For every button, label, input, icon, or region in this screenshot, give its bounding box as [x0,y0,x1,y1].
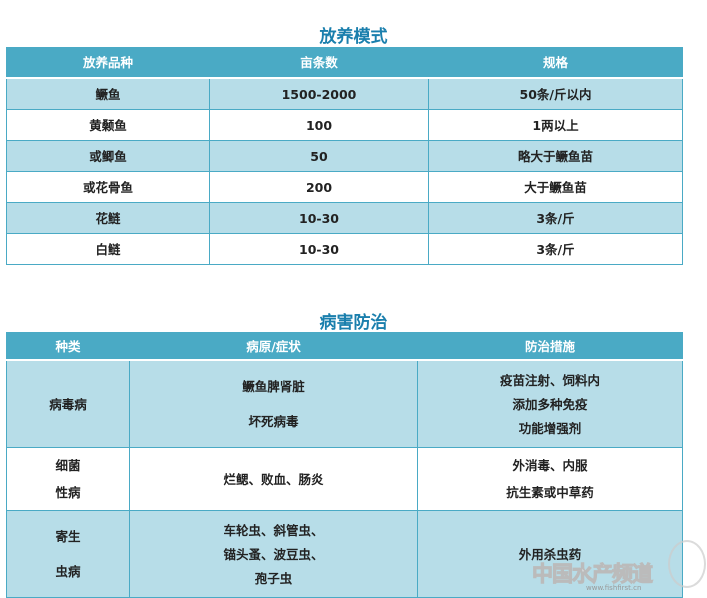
table-row: 寄生 虫病 车轮虫、斜管虫、 锚头蚤、波豆虫、 孢子虫 外用杀虫药 [6,510,683,598]
cell-line: 锚头蚤、波豆虫、 [223,546,324,562]
cell-line: 功能增强剂 [518,420,582,436]
cell-line: 外消毒、内服 [512,458,588,473]
table-row: 鳜鱼 1500-2000 50条/斤以内 [6,77,683,110]
table-cell: 大于鳜鱼苗 [428,171,683,203]
table-header: 种类 病原/症状 防治措施 [6,332,683,361]
watermark-url: www.fishfirst.cn [586,584,642,592]
column-header: 放养品种 [6,47,210,79]
table-header: 放养品种 亩条数 规格 [6,47,683,79]
cell-line: 车轮虫、斜管虫、 [223,522,324,538]
table-row: 白鲢 10-30 3条/斤 [6,233,683,265]
cell-line: 抗生素或中草药 [506,485,594,500]
watermark-logo: 中国水产频道 [532,562,654,587]
table-cell-type: 细菌 性病 [6,447,130,511]
cell-line: 细菌 [55,458,81,473]
table-cell: 略大于鳜鱼苗 [428,140,683,172]
table-cell-type: 病毒病 [6,359,130,448]
column-header: 亩条数 [209,47,429,79]
cell-line: 外用杀虫药 [518,546,582,562]
table-cell: 1500-2000 [209,77,429,110]
cell-line: 坏死病毒 [248,414,299,429]
table-cell-measure: 外用杀虫药 [417,510,683,598]
cell-line: 添加多种免疫 [512,396,588,412]
table-row: 病毒病 鳜鱼脾肾脏 坏死病毒 疫苗注射、饲料内 添加多种免疫 功能增强剂 [6,359,683,448]
cell-line: 病毒病 [49,396,87,412]
column-header: 防治措施 [417,332,683,361]
table-cell-measure: 外消毒、内服 抗生素或中草药 [417,447,683,511]
table-row: 细菌性病 烂鳃、败血、肠炎 外消毒、内服 抗生素或中草药 [6,447,683,511]
table-cell: 1两以上 [428,109,683,141]
cell-line: 孢子虫 [254,570,293,586]
table-row: 或花骨鱼 200 大于鳜鱼苗 [6,171,683,203]
cell-line: 性病 [55,485,81,500]
table-cell: 50 [209,140,429,172]
table-cell: 白鲢 [6,233,210,265]
cell-line: 寄生 [55,529,81,544]
stocking-table: 放养品种 亩条数 规格 鳜鱼 1500-2000 50条/斤以内 黄颡鱼 100 1两以上… [6,47,683,265]
disease-title: 病害防治 [319,313,388,333]
column-header: 种类 [6,332,130,361]
table-cell: 100 [209,109,429,141]
table-cell: 3条/斤 [428,202,683,234]
table-row: 花鲢 10-30 3条/斤 [6,202,683,234]
table-cell: 或鲫鱼 [6,140,210,172]
table-cell: 200 [209,171,429,203]
column-header: 病原/症状 [129,332,418,361]
table-cell-type: 寄生 虫病 [6,510,130,598]
table-row: 黄颡鱼 100 1两以上 [6,109,683,141]
cell-line: 虫病 [55,564,81,579]
disease-table: 种类 病原/症状 防治措施 病毒病 鳜鱼脾肾脏 坏死病毒 疫苗注射、饲料内 添加多种免疫… [6,332,683,598]
table-cell-cause: 烂鳃、败血、肠炎 [129,447,418,511]
table-cell: 或花骨鱼 [6,171,210,203]
table-cell-cause: 鳜鱼脾肾脏 坏死病毒 [129,359,418,448]
cell-line: 烂鳃、败血、肠炎 [223,471,324,487]
table-cell-cause: 车轮虫、斜管虫、 锚头蚤、波豆虫、 孢子虫 [129,510,418,598]
table-cell: 3条/斤 [428,233,683,265]
column-header: 规格 [428,47,683,79]
table-cell: 10-30 [209,233,429,265]
table-cell: 50条/斤以内 [428,77,683,110]
cell-line: 鳜鱼脾肾脏 [242,379,305,394]
table-row: 或鲫鱼 50 略大于鳜鱼苗 [6,140,683,172]
table-cell-measure: 疫苗注射、饲料内 添加多种免疫 功能增强剂 [417,359,683,448]
table-cell: 花鲢 [6,202,210,234]
table-cell: 鳜鱼 [6,77,210,110]
table-cell: 黄颡鱼 [6,109,210,141]
stocking-title: 放养模式 [319,27,388,47]
table-cell: 10-30 [209,202,429,234]
cell-line: 疫苗注射、饲料内 [499,372,600,388]
globe-logo-icon [668,540,706,588]
